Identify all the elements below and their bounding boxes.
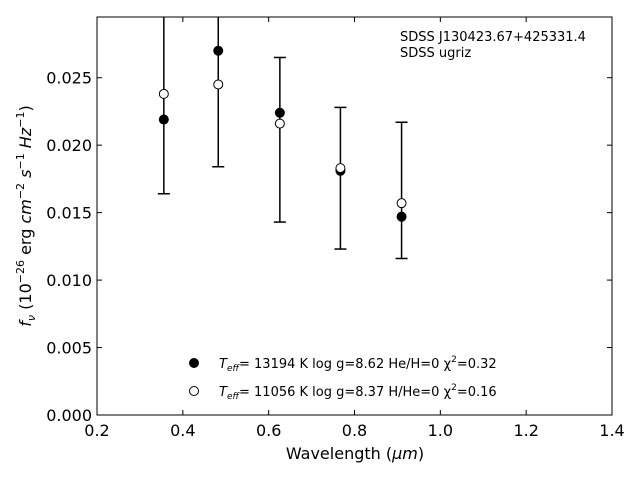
annotation-filter-set: SDSS ugriz bbox=[400, 46, 471, 61]
x-axis-label: Wavelength (μm) bbox=[286, 444, 424, 463]
x-tick-label: 1.0 bbox=[428, 421, 453, 440]
data-point-filled bbox=[213, 45, 224, 56]
x-tick-label: 0.6 bbox=[256, 421, 281, 440]
legend-marker-open bbox=[189, 386, 199, 396]
data-point-filled bbox=[396, 211, 407, 222]
y-tick-label: 0.020 bbox=[46, 136, 92, 155]
legend: Teff= 13194 K log g=8.62 He/H=0 χ2=0.32 … bbox=[189, 355, 497, 402]
x-tick-label: 1.4 bbox=[599, 421, 624, 440]
y-axis-label: fν (10−26 erg cm−2 s−1 Hz−1) bbox=[14, 105, 38, 326]
legend-marker-filled bbox=[189, 358, 199, 368]
x-tick-label: 0.4 bbox=[170, 421, 195, 440]
data-points bbox=[158, 45, 407, 222]
y-tick-label: 0.015 bbox=[46, 204, 92, 223]
data-point-open bbox=[335, 163, 346, 174]
data-point-filled bbox=[158, 114, 169, 125]
data-point-filled bbox=[274, 107, 285, 118]
plot-frame bbox=[96, 16, 613, 416]
data-point-open bbox=[213, 79, 224, 90]
data-point-open bbox=[158, 88, 169, 99]
annotation-object-name: SDSS J130423.67+425331.4 bbox=[400, 30, 586, 45]
legend-entry-1: Teff= 13194 K log g=8.62 He/H=0 χ2=0.32 bbox=[219, 355, 497, 374]
legend-entry-2: Teff= 11056 K log g=8.37 H/He=0 χ2=0.16 bbox=[219, 383, 497, 402]
data-point-open bbox=[274, 118, 285, 129]
x-tick-label: 0.8 bbox=[342, 421, 367, 440]
data-point-open bbox=[396, 198, 407, 209]
x-tick-label: 0.2 bbox=[84, 421, 109, 440]
y-tick-label: 0.010 bbox=[46, 271, 92, 290]
x-axis-ticks: 0.2 0.4 0.6 0.8 1.0 1.2 1.4 bbox=[84, 17, 625, 440]
error-bars bbox=[157, 17, 408, 260]
x-tick-label: 1.2 bbox=[513, 421, 538, 440]
y-tick-label: 0.000 bbox=[46, 406, 92, 425]
y-axis-ticks: 0.000 0.005 0.010 0.015 0.020 0.025 bbox=[46, 69, 612, 425]
y-tick-label: 0.025 bbox=[46, 69, 92, 88]
y-tick-label: 0.005 bbox=[46, 339, 92, 358]
